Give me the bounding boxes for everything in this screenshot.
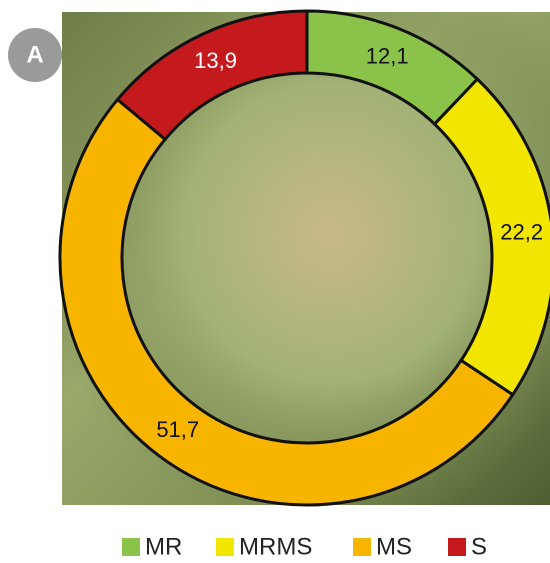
- value-label: 22,2: [500, 220, 543, 245]
- legend-swatch: [122, 538, 140, 556]
- panel-label: A: [26, 41, 43, 68]
- value-label: 13,9: [194, 48, 237, 73]
- legend: MR MRMS MS S: [122, 533, 487, 560]
- legend-swatch: [216, 538, 234, 556]
- legend-label: MRMS: [239, 533, 312, 560]
- legend-swatch: [448, 538, 466, 556]
- legend-label: MS: [376, 533, 412, 560]
- value-label: 51,7: [156, 417, 199, 442]
- page: A 12,122,251,713,9 MRMRMSMSS (() => { co…: [0, 0, 550, 563]
- value-label: 12,1: [366, 43, 409, 68]
- legend-label: S: [471, 533, 487, 560]
- chart: A 12,1 22,2 51,7 13,9 MR MRMS MS S: [0, 0, 550, 563]
- legend-swatch: [353, 538, 371, 556]
- legend-label: MR: [145, 533, 182, 560]
